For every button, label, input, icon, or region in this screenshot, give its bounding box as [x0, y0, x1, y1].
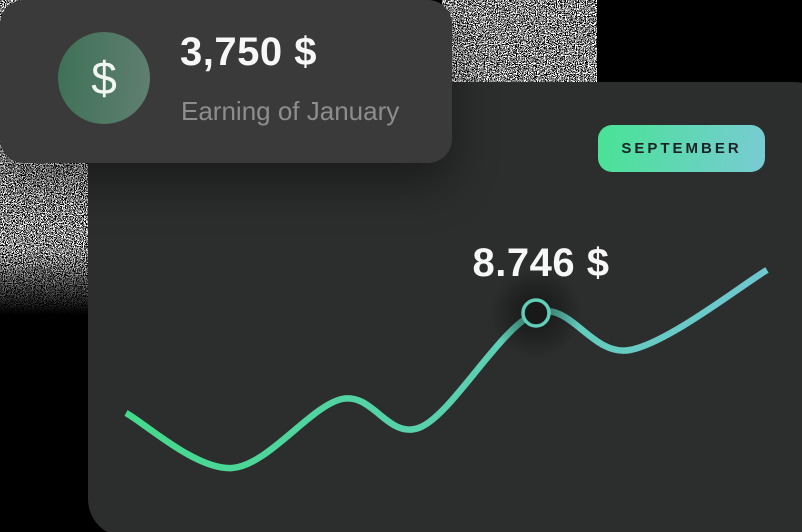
noise-fade: [0, 250, 88, 320]
dollar-glyph: $: [91, 52, 117, 104]
earning-card: $ 3,750 $ Earning of January: [0, 0, 452, 163]
highlighted-point[interactable]: [521, 298, 551, 328]
month-button[interactable]: SEPTEMBER: [598, 125, 765, 172]
noise-texture: [442, 0, 597, 83]
earning-amount: 3,750 $: [180, 30, 317, 74]
point-value-label: 8.746 $: [472, 241, 610, 285]
earning-caption: Earning of January: [181, 96, 400, 126]
dollar-icon: $: [58, 32, 150, 124]
